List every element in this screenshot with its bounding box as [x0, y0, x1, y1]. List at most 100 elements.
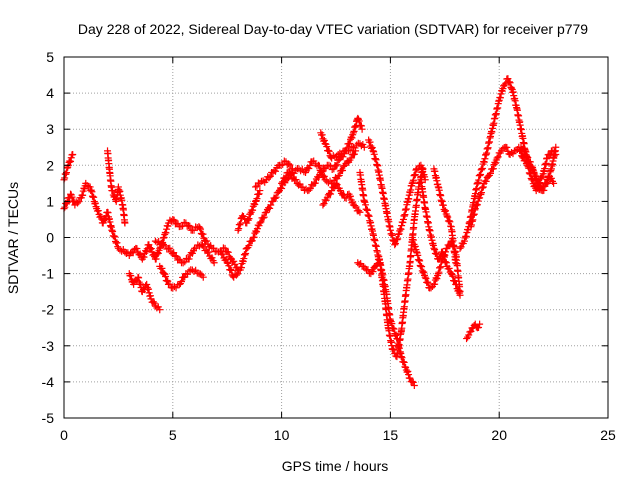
y-tick-label: 1: [46, 193, 54, 209]
data-point: [388, 231, 396, 239]
data-point: [277, 161, 285, 169]
series-track-j: [251, 157, 296, 191]
data-point: [482, 177, 490, 185]
data-point: [318, 131, 326, 139]
data-point: [360, 197, 368, 205]
data-point: [245, 215, 253, 223]
data-point: [351, 123, 359, 131]
data-point: [110, 232, 118, 240]
data-point: [315, 161, 323, 169]
data-point: [253, 225, 261, 233]
series-track-s: [430, 165, 460, 267]
data-point: [546, 172, 554, 180]
data-point: [227, 266, 235, 274]
data-point: [467, 327, 475, 335]
data-point: [274, 188, 282, 196]
data-point: [465, 331, 473, 339]
data-layer: [60, 75, 560, 390]
data-point: [348, 134, 356, 142]
chart-title: Day 228 of 2022, Sidereal Day-to-day VTE…: [78, 21, 588, 37]
data-point: [456, 244, 464, 252]
data-point: [64, 194, 72, 202]
data-point: [245, 242, 253, 250]
data-point: [364, 211, 372, 219]
data-point: [479, 183, 487, 191]
data-point: [266, 204, 274, 212]
data-point: [476, 320, 484, 328]
data-point: [452, 259, 460, 267]
data-point: [200, 243, 208, 251]
data-point: [466, 328, 474, 336]
data-point: [136, 280, 144, 288]
data-point: [329, 152, 337, 160]
data-point: [230, 257, 238, 265]
data-point: [433, 275, 441, 283]
data-point: [529, 163, 537, 171]
data-point: [158, 264, 166, 272]
data-point: [552, 143, 560, 151]
data-point: [493, 154, 501, 162]
y-tick-label: -4: [42, 374, 55, 390]
data-point: [296, 180, 304, 188]
data-point: [188, 249, 196, 257]
data-point: [372, 156, 380, 164]
data-point: [373, 160, 381, 168]
data-point: [363, 206, 371, 214]
data-point: [199, 230, 207, 238]
data-point: [65, 158, 73, 166]
data-point: [351, 144, 359, 152]
data-point: [352, 203, 360, 211]
data-point: [401, 363, 409, 371]
data-point: [319, 201, 327, 209]
data-point: [184, 221, 192, 229]
data-point: [244, 216, 252, 224]
data-point: [121, 219, 129, 227]
data-point: [473, 179, 481, 187]
data-point: [195, 242, 203, 250]
data-point: [346, 139, 354, 147]
data-point: [63, 199, 71, 207]
data-point: [325, 147, 333, 155]
data-point: [190, 268, 198, 276]
data-point: [404, 367, 412, 375]
data-point: [475, 324, 483, 332]
data-point: [130, 280, 138, 288]
data-point: [224, 248, 232, 256]
data-point: [178, 278, 186, 286]
data-point: [430, 244, 438, 252]
data-point: [347, 154, 355, 162]
data-point: [363, 205, 371, 213]
data-point: [323, 194, 331, 202]
series-track-c: [104, 147, 129, 227]
data-point: [532, 174, 540, 182]
series-track-v: [517, 143, 560, 195]
data-point: [505, 78, 513, 86]
data-point: [333, 181, 341, 189]
data-point: [266, 172, 274, 180]
data-point: [503, 143, 511, 151]
data-point: [203, 237, 211, 245]
data-point: [147, 245, 155, 253]
y-tick-label: -5: [42, 410, 55, 426]
data-point: [355, 207, 363, 215]
data-point: [432, 249, 440, 257]
data-point: [259, 177, 267, 185]
data-point: [419, 168, 427, 176]
data-point: [306, 162, 314, 170]
data-point: [280, 157, 288, 165]
data-point: [398, 354, 406, 362]
series-track-g: [151, 237, 218, 267]
data-point: [339, 166, 347, 174]
data-point: [442, 259, 450, 267]
data-point: [163, 245, 171, 253]
data-point: [140, 253, 148, 261]
grid: [64, 57, 608, 418]
data-point: [196, 224, 204, 232]
data-point: [79, 191, 87, 199]
data-point: [460, 237, 468, 245]
data-point: [219, 250, 227, 258]
data-point: [477, 170, 485, 178]
data-point: [335, 171, 343, 179]
data-point: [278, 179, 286, 187]
